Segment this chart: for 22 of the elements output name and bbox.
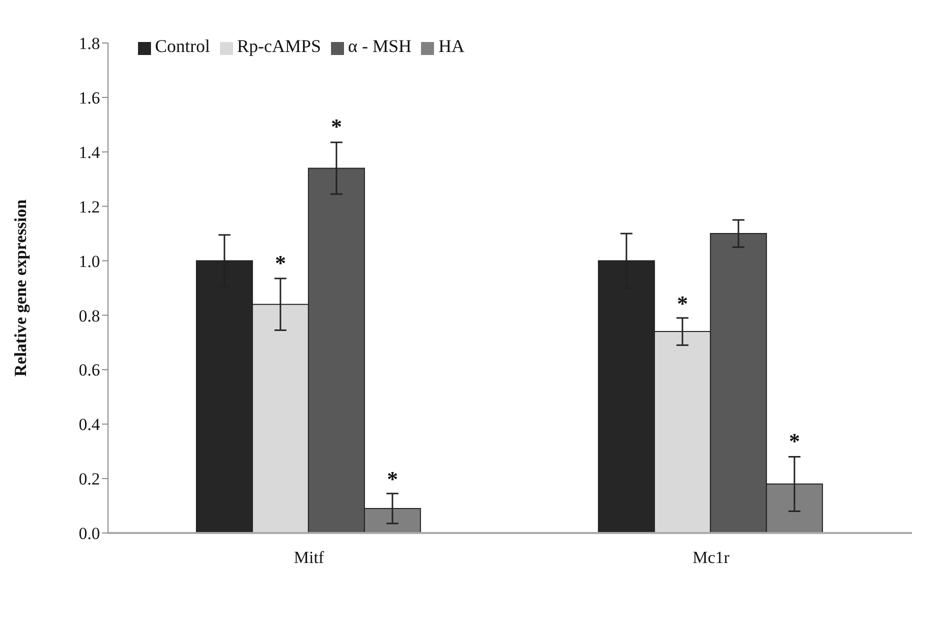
x-tick-label: Mitf <box>294 548 324 568</box>
y-tick-label: 0.0 <box>78 524 100 544</box>
y-tick-label: 0.6 <box>78 360 100 380</box>
data-label: * <box>386 466 398 492</box>
y-tick-label: 1.6 <box>78 88 100 108</box>
legend-label: HA <box>438 36 464 56</box>
data-label: * <box>788 428 800 454</box>
y-axis-title: Relative gene expression <box>11 198 30 377</box>
y-tick-label: 1.2 <box>78 197 100 216</box>
legend-label: Control <box>155 36 210 56</box>
y-tick-label: 0.4 <box>78 415 100 434</box>
data-label: * <box>274 250 286 276</box>
y-tick-label: 0.2 <box>78 470 100 489</box>
data-label: * <box>330 114 342 140</box>
legend-label: Rp-cAMPS <box>237 36 322 56</box>
y-tick-label: 1.0 <box>78 252 100 271</box>
y-tick-label: 1.8 <box>78 34 100 54</box>
y-tick-label: 0.8 <box>78 306 100 326</box>
data-label: * <box>676 290 688 316</box>
y-tick-label: 1.4 <box>78 142 100 162</box>
legend-label: α - MSH <box>348 36 412 56</box>
x-tick-label: Mc1r <box>692 548 730 568</box>
